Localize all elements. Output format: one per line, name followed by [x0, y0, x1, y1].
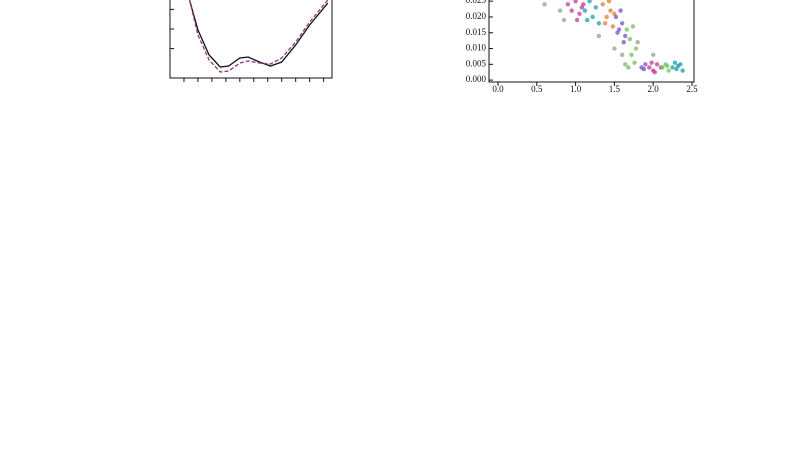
point [557, 8, 563, 13]
point [590, 14, 595, 20]
y-tick-label: 0.000 [466, 74, 487, 84]
point [647, 65, 652, 70]
point [612, 46, 617, 51]
point [664, 63, 670, 69]
point [596, 33, 602, 39]
point [666, 68, 671, 73]
point [619, 52, 625, 58]
y-tick-label: 0.025 [466, 0, 487, 5]
y-tick-label: 0.010 [466, 43, 487, 53]
point [635, 40, 640, 45]
point [602, 21, 608, 26]
point [577, 11, 582, 16]
point [610, 24, 616, 29]
point [626, 65, 631, 70]
point [630, 24, 636, 29]
point [643, 62, 648, 67]
point [621, 40, 626, 45]
point [650, 52, 656, 58]
point [675, 63, 681, 69]
point [581, 2, 586, 7]
point [624, 27, 630, 32]
x-tick-label: 1.5 [609, 84, 621, 94]
y-tick-label: 0.020 [466, 11, 487, 21]
point [615, 30, 620, 35]
point [649, 60, 654, 65]
y-tick-label: 0.015 [466, 27, 487, 37]
x-tick-label: 2.5 [686, 84, 698, 94]
point [573, 0, 578, 4]
point [587, 0, 592, 4]
point [574, 17, 580, 23]
point [600, 2, 605, 7]
point [670, 65, 675, 70]
point [613, 14, 619, 20]
point [672, 60, 678, 65]
plot-frame [169, 0, 333, 79]
x-tick-label: 2.0 [648, 84, 660, 94]
point [585, 17, 590, 23]
plot-frame [488, 0, 695, 83]
point [632, 60, 637, 65]
point [619, 21, 625, 26]
point [654, 62, 660, 67]
point [565, 2, 571, 7]
point [641, 66, 647, 72]
point [569, 8, 574, 13]
point [618, 8, 623, 13]
point [623, 62, 628, 67]
y-tick-label: 0.005 [466, 58, 487, 68]
point [680, 68, 685, 73]
point [604, 14, 609, 20]
curve [188, 0, 329, 68]
point [593, 5, 598, 10]
point [629, 52, 634, 58]
point [627, 36, 633, 42]
point [608, 8, 613, 13]
curve [188, 0, 329, 73]
point [561, 17, 567, 23]
point [660, 65, 665, 70]
point [596, 21, 602, 26]
x-tick-label: 0.0 [492, 84, 504, 94]
point [633, 46, 639, 51]
point [606, 0, 612, 4]
point [623, 33, 628, 39]
x-tick-label: 0.5 [531, 84, 543, 94]
point [652, 70, 657, 75]
point [582, 8, 588, 13]
point [542, 2, 547, 7]
x-tick-label: 1.0 [570, 84, 582, 94]
